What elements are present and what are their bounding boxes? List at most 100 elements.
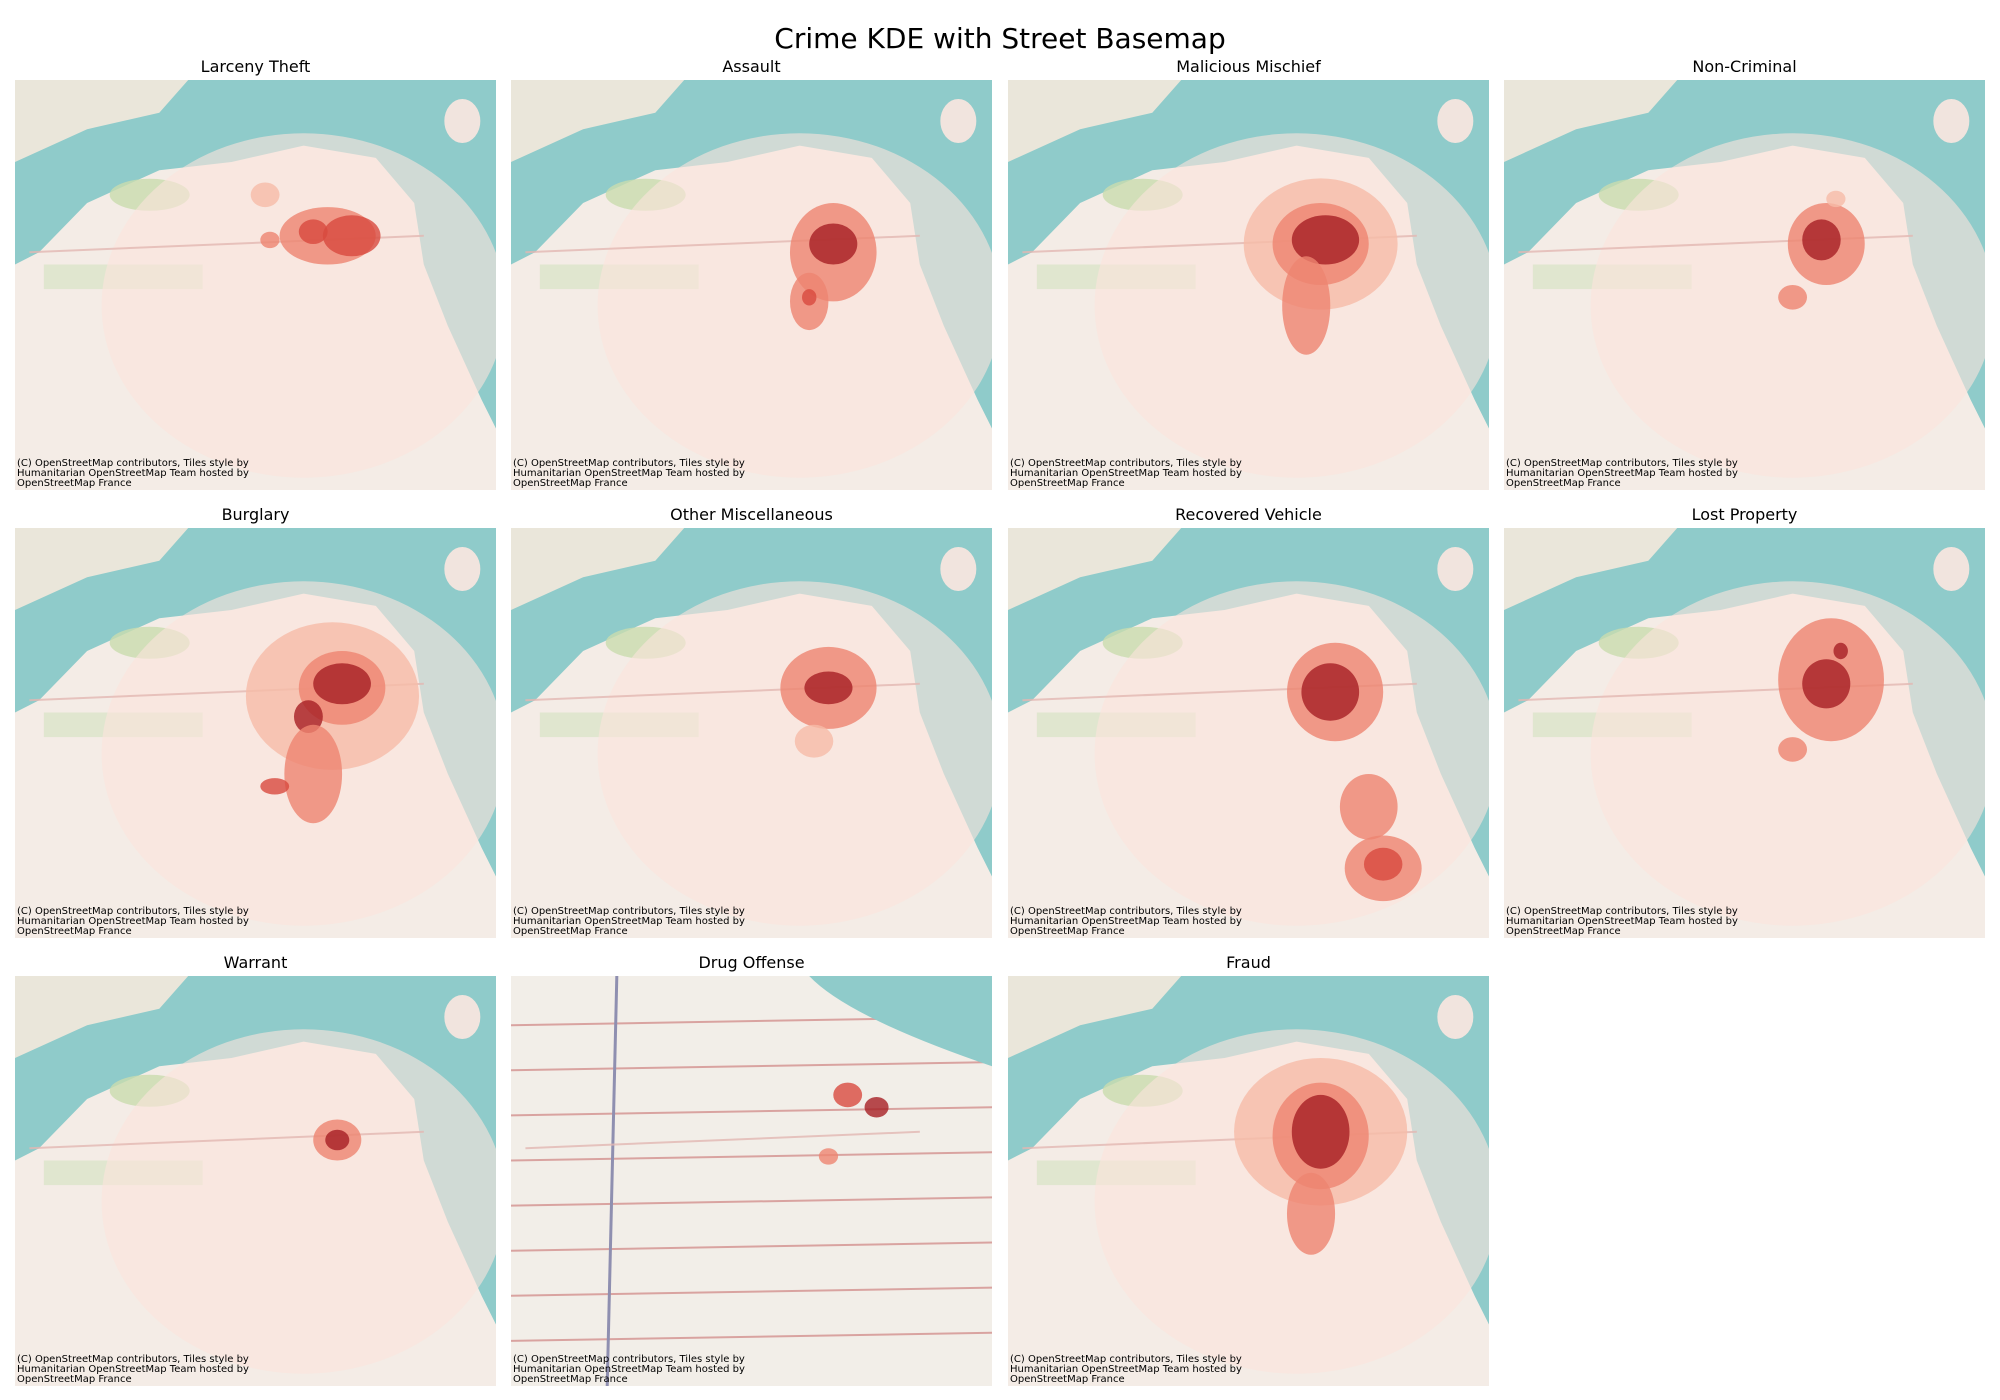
- attribution: Humanitarian OpenStreetMap Team hosted b…: [513, 1364, 745, 1375]
- attribution: Humanitarian OpenStreetMap Team hosted b…: [1010, 916, 1242, 927]
- attribution: OpenStreetMap France: [17, 926, 132, 937]
- panel-title: Drug Offense: [698, 953, 804, 972]
- attribution: Humanitarian OpenStreetMap Team hosted b…: [1506, 468, 1738, 479]
- land: [1008, 80, 1182, 162]
- attribution: (C) OpenStreetMap contributors, Tiles st…: [513, 1354, 745, 1365]
- attribution: Humanitarian OpenStreetMap Team hosted b…: [1506, 916, 1738, 927]
- island: [444, 547, 481, 591]
- island: [940, 99, 977, 143]
- attribution: (C) OpenStreetMap contributors, Tiles st…: [513, 906, 745, 917]
- attribution: OpenStreetMap France: [513, 1374, 628, 1385]
- island: [1933, 99, 1970, 143]
- attribution: (C) OpenStreetMap contributors, Tiles st…: [1010, 1354, 1242, 1365]
- map-panel: (C) OpenStreetMap contributors, Tiles st…: [1008, 976, 1489, 1386]
- road: [511, 1061, 992, 1072]
- attribution: OpenStreetMap France: [1506, 926, 1621, 937]
- panel-title: Other Miscellaneous: [670, 505, 833, 524]
- kde-contour: [1339, 774, 1398, 840]
- road: [511, 1151, 992, 1162]
- attribution: Humanitarian OpenStreetMap Team hosted b…: [17, 916, 249, 927]
- attribution: OpenStreetMap France: [1506, 478, 1621, 489]
- map-panel: (C) OpenStreetMap contributors, Tiles st…: [511, 976, 992, 1386]
- map-panel: (C) OpenStreetMap contributors, Tiles st…: [15, 80, 496, 490]
- panel-title: Assault: [722, 57, 780, 76]
- map-panel: (C) OpenStreetMap contributors, Tiles st…: [1008, 80, 1489, 490]
- land: [511, 80, 685, 162]
- attribution: OpenStreetMap France: [513, 478, 628, 489]
- land: [1008, 528, 1182, 610]
- kde-contour: [1826, 190, 1846, 208]
- kde-contour: [284, 724, 343, 824]
- map-panel: (C) OpenStreetMap contributors, Tiles st…: [1008, 528, 1489, 938]
- attribution: (C) OpenStreetMap contributors, Tiles st…: [1010, 458, 1242, 469]
- land: [1504, 528, 1678, 610]
- attribution: OpenStreetMap France: [1010, 1374, 1125, 1385]
- road: [511, 1241, 992, 1252]
- island: [1437, 99, 1474, 143]
- island: [444, 99, 481, 143]
- panel-title: Warrant: [224, 953, 288, 972]
- kde-contour: [1291, 215, 1360, 265]
- land: [15, 976, 189, 1058]
- kde-contour: [1778, 285, 1808, 310]
- kde-contour: [818, 1148, 839, 1165]
- map-panel: (C) OpenStreetMap contributors, Tiles st…: [15, 528, 496, 938]
- kde-contour: [1802, 659, 1851, 709]
- road: [605, 976, 619, 1386]
- density-wash: [597, 581, 992, 926]
- kde-contour: [250, 182, 280, 208]
- kde-contour: [809, 223, 858, 265]
- kde-contour: [1778, 737, 1808, 762]
- land: [15, 528, 189, 610]
- attribution: Humanitarian OpenStreetMap Team hosted b…: [17, 1364, 249, 1375]
- attribution: OpenStreetMap France: [513, 926, 628, 937]
- kde-contour: [1286, 1172, 1336, 1255]
- panel-title: Burglary: [222, 505, 290, 524]
- attribution: Humanitarian OpenStreetMap Team hosted b…: [513, 468, 745, 479]
- road: [511, 1331, 992, 1342]
- map-panel: (C) OpenStreetMap contributors, Tiles st…: [511, 80, 992, 490]
- kde-contour: [1363, 847, 1403, 881]
- island: [444, 995, 481, 1039]
- island: [1437, 995, 1474, 1039]
- kde-contour: [260, 778, 290, 795]
- attribution: (C) OpenStreetMap contributors, Tiles st…: [1010, 906, 1242, 917]
- road: [511, 1196, 992, 1207]
- map-panel: (C) OpenStreetMap contributors, Tiles st…: [1504, 80, 1985, 490]
- kde-contour: [804, 671, 853, 705]
- attribution: OpenStreetMap France: [1010, 478, 1125, 489]
- attribution: OpenStreetMap France: [17, 478, 132, 489]
- attribution: Humanitarian OpenStreetMap Team hosted b…: [1010, 468, 1242, 479]
- island: [1437, 547, 1474, 591]
- attribution: Humanitarian OpenStreetMap Team hosted b…: [513, 916, 745, 927]
- panel-title: Larceny Theft: [201, 57, 311, 76]
- kde-contour: [1802, 219, 1841, 261]
- kde-contour: [802, 289, 817, 306]
- kde-contour: [325, 1129, 350, 1151]
- kde-contour: [1833, 642, 1848, 660]
- kde-contour: [298, 219, 328, 244]
- kde-contour: [313, 663, 371, 705]
- land: [1008, 976, 1182, 1058]
- attribution: (C) OpenStreetMap contributors, Tiles st…: [17, 458, 249, 469]
- attribution: (C) OpenStreetMap contributors, Tiles st…: [17, 906, 249, 917]
- attribution: OpenStreetMap France: [17, 1374, 132, 1385]
- kde-contour: [864, 1096, 889, 1118]
- map-panel: (C) OpenStreetMap contributors, Tiles st…: [1504, 528, 1985, 938]
- figure-title: Crime KDE with Street Basemap: [774, 22, 1225, 55]
- island: [1933, 547, 1970, 591]
- attribution: (C) OpenStreetMap contributors, Tiles st…: [1506, 458, 1738, 469]
- water: [511, 976, 992, 1386]
- attribution: Humanitarian OpenStreetMap Team hosted b…: [17, 468, 249, 479]
- density-wash: [1094, 581, 1489, 926]
- panel-title: Lost Property: [1692, 505, 1798, 524]
- land: [511, 528, 685, 610]
- attribution: (C) OpenStreetMap contributors, Tiles st…: [513, 458, 745, 469]
- kde-contour: [260, 231, 280, 249]
- attribution: (C) OpenStreetMap contributors, Tiles st…: [17, 1354, 249, 1365]
- panel-title: Malicious Mischief: [1176, 57, 1321, 76]
- kde-contour: [794, 724, 834, 758]
- kde-contour: [293, 700, 323, 733]
- water: [809, 976, 992, 1067]
